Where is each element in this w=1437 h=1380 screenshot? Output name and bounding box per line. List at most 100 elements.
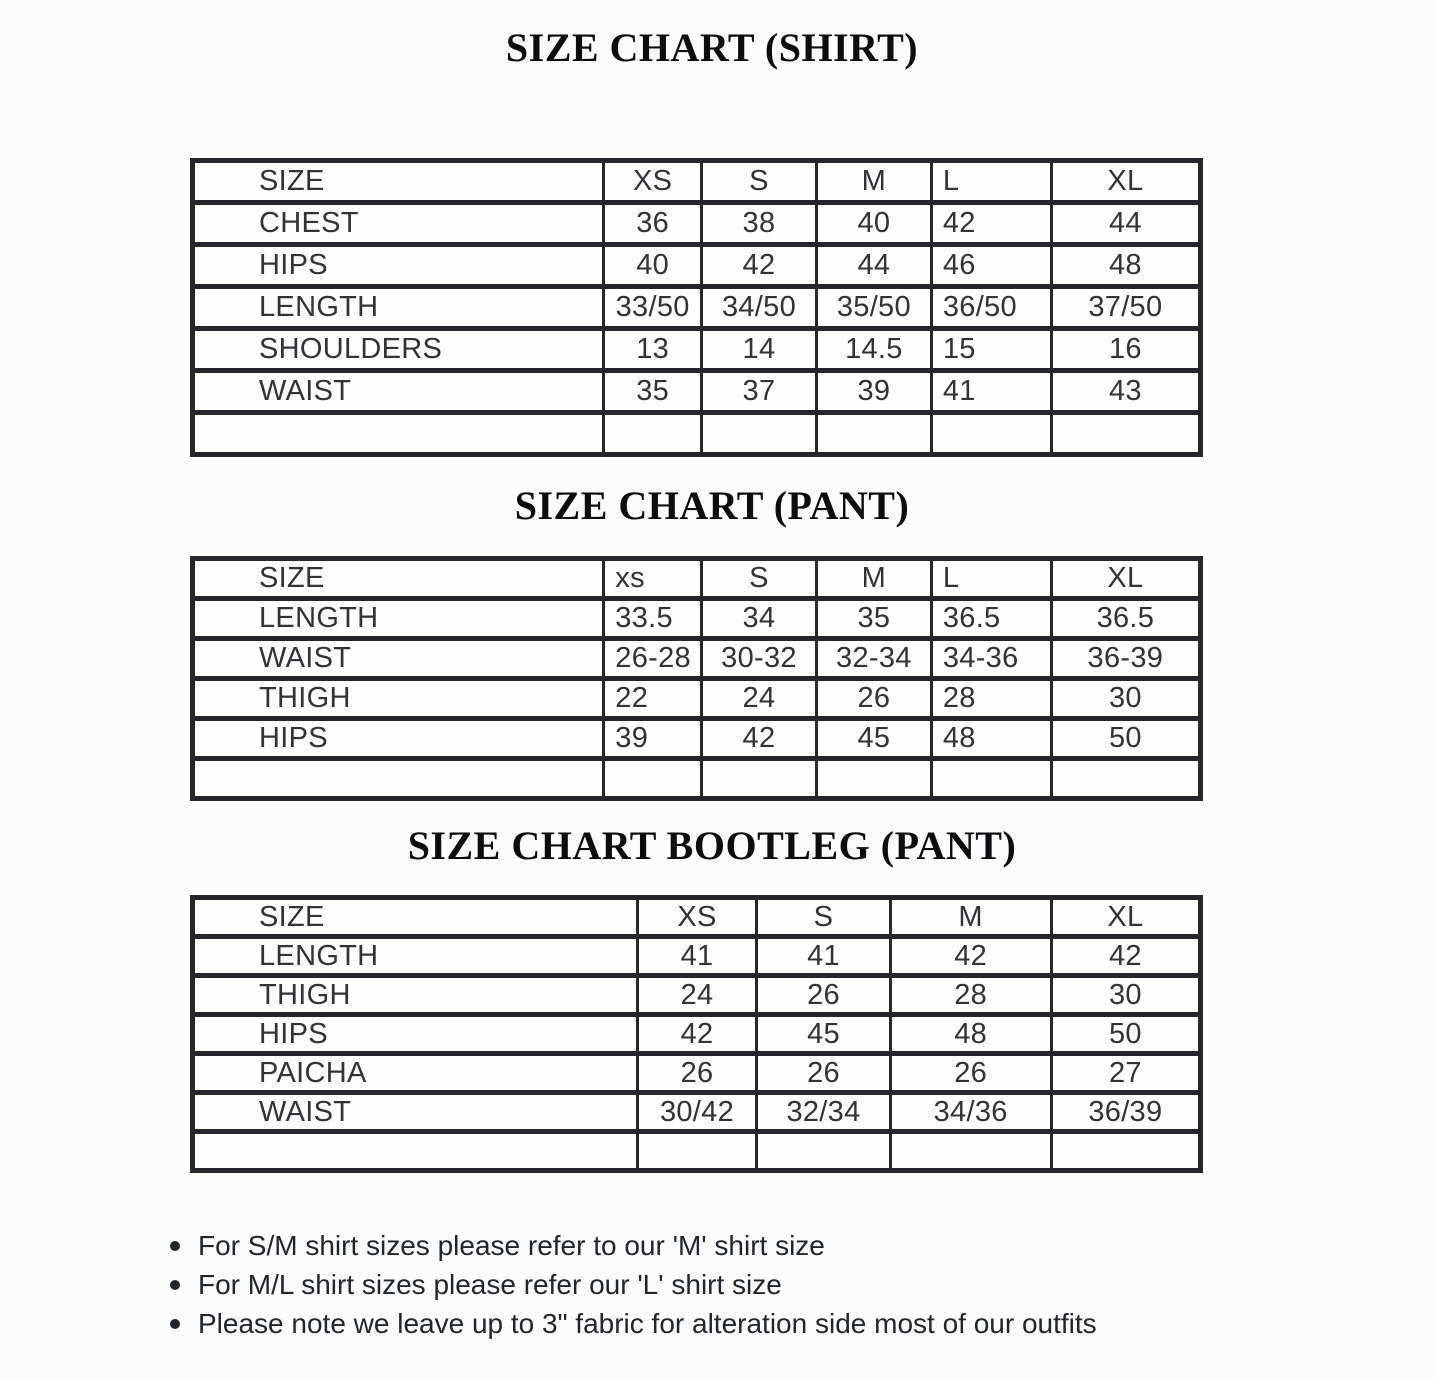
size-cell: 34 bbox=[700, 596, 818, 641]
size-cell: 42 bbox=[1049, 934, 1203, 978]
size-cell: 50 bbox=[1049, 1012, 1203, 1056]
row-label: WAIST bbox=[190, 636, 606, 681]
size-cell: 13 bbox=[602, 326, 704, 373]
column-header: S bbox=[700, 158, 818, 205]
size-cell: 36/50 bbox=[929, 284, 1053, 331]
table-row bbox=[190, 410, 1203, 457]
size-cell: 24 bbox=[635, 973, 759, 1017]
header-row: SIZE XS S M L XL bbox=[190, 158, 1203, 205]
size-cell: 48 bbox=[1049, 242, 1203, 289]
table-row: WAIST 35 37 39 41 43 bbox=[190, 368, 1203, 415]
shirt-size-table: SIZE XS S M L XL CHEST 36 38 40 42 44 HIPS 40 42 44 46 48… bbox=[190, 158, 1203, 457]
table-row: HIPS 39 42 45 48 50 bbox=[190, 716, 1203, 761]
size-cell: 36 bbox=[602, 200, 704, 247]
size-cell: 45 bbox=[814, 716, 933, 761]
table-row: LENGTH 33/50 34/50 35/50 36/50 37/50 bbox=[190, 284, 1203, 331]
column-header: XL bbox=[1049, 895, 1203, 939]
size-cell bbox=[1049, 1129, 1203, 1173]
note-text: Please note we leave up to 3" fabric for… bbox=[198, 1308, 1097, 1339]
size-cell: 26-28 bbox=[602, 636, 704, 681]
size-cell: 15 bbox=[929, 326, 1053, 373]
column-header: XS bbox=[602, 158, 704, 205]
size-cell: 35 bbox=[602, 368, 704, 415]
size-cell: 36/39 bbox=[1049, 1090, 1203, 1134]
size-cell: 41 bbox=[929, 368, 1053, 415]
size-cell: 48 bbox=[888, 1012, 1053, 1056]
size-cell: 30/42 bbox=[635, 1090, 759, 1134]
table-row: WAIST 30/42 32/34 34/36 36/39 bbox=[191, 1090, 1203, 1134]
size-cell: 36.5 bbox=[929, 596, 1053, 641]
column-header-label: SIZE bbox=[191, 895, 639, 939]
size-cell: 22 bbox=[602, 676, 704, 721]
note-text: For M/L shirt sizes please refer our 'L'… bbox=[198, 1269, 782, 1300]
table-row: PAICHA 26 26 26 27 bbox=[191, 1051, 1203, 1095]
table-row: SHOULDERS 13 14 14.5 15 16 bbox=[190, 326, 1203, 373]
size-cell bbox=[700, 756, 818, 801]
size-cell bbox=[1049, 410, 1203, 457]
note-item: Please note we leave up to 3" fabric for… bbox=[170, 1308, 1097, 1340]
table-row: CHEST 36 38 40 42 44 bbox=[190, 200, 1203, 247]
size-cell: 40 bbox=[602, 242, 704, 289]
size-cell: 32-34 bbox=[814, 636, 933, 681]
size-cell bbox=[755, 1129, 892, 1173]
size-cell: 26 bbox=[755, 973, 892, 1017]
shirt-chart-title: SIZE CHART (SHIRT) bbox=[505, 25, 919, 70]
size-cell: 36-39 bbox=[1049, 636, 1203, 681]
table-row: THIGH 22 24 26 28 30 bbox=[190, 676, 1203, 721]
column-header: S bbox=[755, 895, 892, 939]
column-header: XS bbox=[635, 895, 759, 939]
note-item: For S/M shirt sizes please refer to our … bbox=[170, 1230, 1097, 1262]
size-cell bbox=[888, 1129, 1053, 1173]
size-cell bbox=[929, 410, 1053, 457]
table-row: THIGH 24 26 28 30 bbox=[191, 973, 1203, 1017]
size-cell: 30-32 bbox=[700, 636, 818, 681]
size-cell: 41 bbox=[635, 934, 759, 978]
column-header: S bbox=[700, 556, 818, 601]
size-cell: 42 bbox=[888, 934, 1053, 978]
size-cell: 26 bbox=[888, 1051, 1053, 1095]
table-row: LENGTH 33.5 34 35 36.5 36.5 bbox=[190, 596, 1203, 641]
size-cell: 28 bbox=[888, 973, 1053, 1017]
table-row bbox=[190, 756, 1203, 801]
table-row: HIPS 40 42 44 46 48 bbox=[190, 242, 1203, 289]
note-item: For M/L shirt sizes please refer our 'L'… bbox=[170, 1269, 1097, 1301]
column-header: M bbox=[814, 158, 933, 205]
bullet-icon bbox=[170, 1319, 180, 1329]
size-cell bbox=[929, 756, 1053, 801]
size-cell: 45 bbox=[755, 1012, 892, 1056]
size-cell: 26 bbox=[635, 1051, 759, 1095]
footnotes: For S/M shirt sizes please refer to our … bbox=[170, 1230, 1097, 1347]
row-label: CHEST bbox=[190, 200, 606, 247]
size-cell: 44 bbox=[814, 242, 933, 289]
column-header-label: SIZE bbox=[190, 158, 606, 205]
size-cell: 35 bbox=[814, 596, 933, 641]
size-cell: 40 bbox=[814, 200, 933, 247]
size-cell: 33.5 bbox=[602, 596, 704, 641]
size-cell: 37 bbox=[700, 368, 818, 415]
size-cell: 39 bbox=[602, 716, 704, 761]
bullet-icon bbox=[170, 1241, 180, 1251]
size-cell bbox=[814, 756, 933, 801]
row-label: THIGH bbox=[190, 676, 606, 721]
column-header-label: SIZE bbox=[190, 556, 606, 601]
row-label bbox=[190, 756, 606, 801]
size-cell bbox=[814, 410, 933, 457]
note-text: For S/M shirt sizes please refer to our … bbox=[198, 1230, 825, 1261]
size-cell bbox=[635, 1129, 759, 1173]
size-cell: 39 bbox=[814, 368, 933, 415]
bootleg-pant-size-table: SIZE XS S M XL LENGTH 41 41 42 42 THIGH 24 26 28 30 HIP… bbox=[190, 895, 1203, 1173]
size-cell: 30 bbox=[1049, 973, 1203, 1017]
size-cell bbox=[602, 756, 704, 801]
size-cell: 27 bbox=[1049, 1051, 1203, 1095]
size-cell: 26 bbox=[755, 1051, 892, 1095]
column-header: M bbox=[814, 556, 933, 601]
size-cell: 35/50 bbox=[814, 284, 933, 331]
table-row bbox=[191, 1129, 1203, 1173]
size-cell bbox=[602, 410, 704, 457]
size-cell: 43 bbox=[1049, 368, 1203, 415]
column-header: L bbox=[929, 158, 1053, 205]
row-label: LENGTH bbox=[190, 596, 606, 641]
bootleg-pant-chart-title: SIZE CHART BOOTLEG (PANT) bbox=[407, 823, 1017, 868]
size-cell: 24 bbox=[700, 676, 818, 721]
